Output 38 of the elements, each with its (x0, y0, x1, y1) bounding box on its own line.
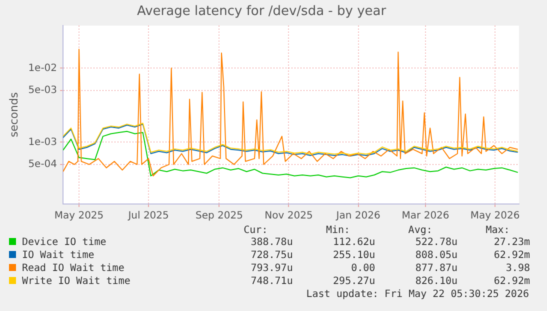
text: 388.78u (250, 236, 293, 249)
text: 748.71u (250, 275, 293, 288)
text: 295.27u (332, 275, 376, 288)
text: 62.92m (492, 249, 530, 262)
legend-label: Read IO Wait time (22, 263, 124, 274)
text: 112.62u (332, 236, 376, 249)
x-tick-label: Mar 2026 (402, 210, 450, 222)
text: Cur: (242, 225, 269, 236)
x-tick-label: Jul 2025 (127, 210, 169, 222)
text: 522.78u (414, 236, 458, 249)
text: Min: (324, 225, 352, 236)
text: 808.05u (414, 249, 458, 262)
text: Avg: (407, 225, 434, 236)
y-tick-label: 1e-03 (28, 136, 58, 148)
text: 3.98 (504, 262, 530, 275)
y-tick-label: 5e-04 (28, 159, 58, 170)
text: Max: (484, 225, 511, 236)
x-tick-label: May 2025 (54, 210, 104, 222)
x-tick-label: Nov 2025 (264, 210, 313, 222)
x-tick-label: May 2026 (470, 210, 520, 222)
text: Last update: Fri May 22 05:30:25 2026 (305, 288, 530, 301)
text: 826.10u (414, 275, 458, 288)
text: 728.75u (250, 249, 293, 262)
x-tick-label: Jan 2026 (335, 210, 380, 222)
x-tick-label: Sep 2025 (195, 210, 243, 222)
text: 793.97u (250, 262, 293, 275)
text: 27.23m (492, 236, 530, 249)
legend-label: Write IO Wait time (22, 276, 130, 287)
y-axis-title: seconds (7, 92, 20, 138)
text: 0.00 (350, 262, 376, 275)
chart-title: Average latency for /dev/sda - by year (136, 4, 387, 20)
text: 255.10u (332, 249, 376, 262)
y-tick-label: 1e-02 (28, 62, 58, 74)
legend-label: Device IO time (22, 237, 106, 248)
text: 62.92m (492, 275, 530, 288)
text: 877.87u (414, 262, 458, 275)
legend-label: IO Wait time (22, 250, 94, 261)
y-tick-label: 5e-03 (28, 85, 58, 96)
